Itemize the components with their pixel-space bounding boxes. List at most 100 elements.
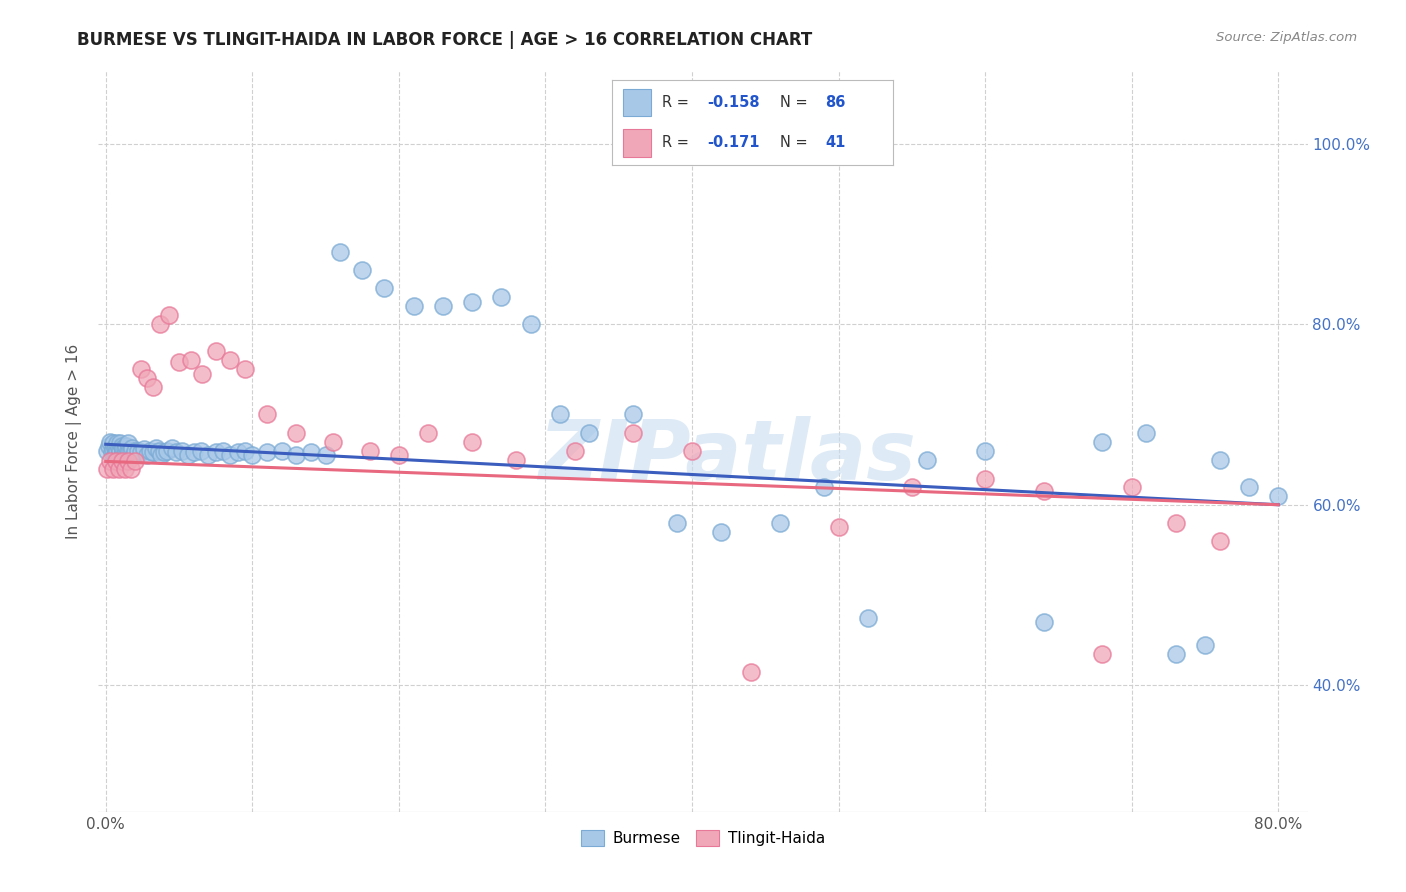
Point (564, 443, 586, 458)
Point (118, 445, 141, 459)
Point (117, 443, 139, 458)
Point (578, 425, 600, 440)
Point (129, 445, 152, 459)
Text: -0.158: -0.158 (707, 95, 759, 110)
Text: BURMESE VS TLINGIT-HAIDA IN LABOR FORCE | AGE > 16 CORRELATION CHART: BURMESE VS TLINGIT-HAIDA IN LABOR FORCE … (77, 31, 813, 49)
Point (98, 434, 121, 449)
Point (1091, 434, 1114, 449)
Point (115, 439, 138, 453)
Point (117, 454, 139, 468)
Point (329, 244, 352, 259)
Point (149, 317, 172, 331)
Point (180, 353, 202, 368)
Point (120, 461, 142, 475)
Point (132, 442, 155, 456)
Point (153, 445, 176, 459)
Point (1194, 638, 1216, 652)
Point (1237, 480, 1260, 494)
Point (138, 443, 160, 458)
Point (105, 439, 128, 453)
Point (190, 443, 212, 458)
Point (285, 448, 308, 462)
Text: N =: N = (780, 95, 813, 110)
Point (145, 441, 167, 455)
Point (112, 441, 135, 455)
Point (226, 445, 249, 459)
Point (114, 461, 136, 475)
Point (103, 441, 125, 455)
Point (219, 353, 242, 368)
Point (204, 344, 226, 359)
Point (1208, 452, 1230, 467)
Point (915, 452, 938, 467)
Point (97, 439, 120, 453)
Text: 86: 86 (825, 95, 845, 110)
Point (1121, 480, 1143, 494)
Point (107, 443, 129, 458)
Point (160, 441, 183, 455)
Point (108, 448, 131, 462)
Point (461, 294, 484, 309)
Point (402, 299, 425, 313)
Point (240, 448, 263, 462)
Point (256, 445, 278, 459)
Point (142, 445, 165, 459)
Point (461, 434, 484, 449)
Point (740, 665, 762, 679)
Point (666, 516, 689, 530)
Point (101, 442, 124, 456)
Point (108, 461, 131, 475)
Point (233, 362, 256, 376)
Bar (623, 129, 651, 157)
Point (135, 371, 157, 385)
Point (114, 442, 136, 456)
Point (101, 461, 124, 475)
Point (170, 443, 193, 458)
Text: R =: R = (662, 136, 693, 151)
Point (183, 445, 205, 459)
Point (135, 448, 157, 462)
Point (157, 308, 180, 322)
Point (710, 524, 733, 539)
Point (1032, 484, 1054, 499)
Point (974, 473, 997, 487)
Point (769, 516, 792, 530)
Point (148, 443, 170, 458)
Point (219, 448, 242, 462)
Point (388, 448, 411, 462)
Point (204, 445, 226, 459)
Point (177, 448, 200, 462)
Point (114, 448, 136, 462)
Point (299, 445, 322, 459)
Point (111, 439, 134, 453)
Point (108, 441, 131, 455)
Text: -0.171: -0.171 (707, 136, 759, 151)
Point (105, 454, 128, 468)
Point (548, 408, 571, 422)
Point (96, 443, 118, 458)
Point (110, 443, 132, 458)
Point (142, 380, 165, 394)
Point (352, 263, 374, 277)
Point (285, 425, 308, 440)
Point (359, 443, 381, 458)
Point (167, 355, 190, 369)
Point (124, 443, 146, 458)
Point (110, 436, 132, 450)
Point (122, 448, 145, 462)
Point (121, 441, 143, 455)
Point (197, 448, 219, 462)
Point (115, 445, 138, 459)
Point (103, 448, 125, 462)
Point (98, 454, 121, 468)
Point (120, 443, 142, 458)
Point (491, 290, 513, 304)
Point (105, 445, 128, 459)
Bar (623, 89, 651, 116)
Point (100, 445, 122, 459)
Text: N =: N = (780, 136, 813, 151)
Point (621, 408, 644, 422)
Point (315, 448, 337, 462)
Point (212, 443, 235, 458)
Point (107, 436, 129, 450)
